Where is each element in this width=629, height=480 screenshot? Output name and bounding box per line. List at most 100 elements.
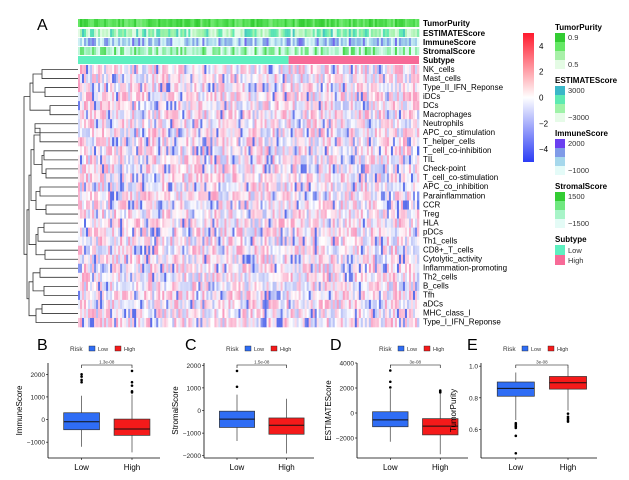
heatmap-cell <box>116 65 119 75</box>
annotation-cell <box>280 19 283 27</box>
heatmap-cell <box>270 92 273 102</box>
heatmap-cell <box>346 119 350 129</box>
heatmap-cell <box>124 200 127 210</box>
heatmap-cell <box>328 101 332 111</box>
heatmap-cell <box>374 218 378 228</box>
heatmap-cell <box>120 182 123 192</box>
heatmap-cell <box>264 272 267 283</box>
annotation-cell <box>82 29 85 37</box>
heatmap-cell <box>336 236 340 246</box>
annotation-cell <box>266 38 269 46</box>
annotation-cell <box>154 47 157 55</box>
heatmap-cell <box>202 200 205 210</box>
heatmap-cell <box>266 245 269 256</box>
annotation-cell <box>158 29 161 37</box>
heatmap-cell <box>182 200 185 210</box>
heatmap-cell <box>342 92 346 102</box>
annotation-cell <box>300 19 303 27</box>
heatmap-cell <box>360 128 364 138</box>
heatmap-cell <box>262 83 265 93</box>
heatmap-cell <box>90 227 93 237</box>
heatmap-cell <box>356 146 360 156</box>
heatmap-cell <box>250 245 253 256</box>
heatmap-cell <box>276 110 279 120</box>
annotation-cell <box>188 38 191 46</box>
heatmap-cell <box>282 119 285 129</box>
heatmap-cell <box>292 182 295 192</box>
heatmap-cell <box>244 128 247 138</box>
annotation-cell <box>150 47 153 55</box>
heatmap-cell <box>338 218 342 228</box>
heatmap-cell <box>170 245 173 256</box>
heatmap-cell <box>118 254 121 265</box>
heatmap-cell <box>362 65 366 75</box>
heatmap-cell <box>186 200 189 210</box>
heatmap-cell <box>380 245 384 256</box>
annotation-cell <box>252 19 255 27</box>
heatmap-cell <box>188 272 191 283</box>
heatmap-cell <box>118 191 121 201</box>
heatmap-cell <box>164 254 167 265</box>
heatmap-cell <box>82 92 85 102</box>
heatmap-cell <box>182 65 185 75</box>
heatmap-cell <box>194 146 197 156</box>
heatmap-cell <box>406 101 410 111</box>
heatmap-cell <box>378 101 382 111</box>
heatmap-cell <box>106 245 109 256</box>
heatmap-cell <box>378 254 382 265</box>
annotation-cell <box>234 47 237 55</box>
heatmap-cell <box>216 173 219 183</box>
heatmap-cell <box>110 254 113 265</box>
heatmap-cell <box>128 272 131 283</box>
heatmap-cell <box>282 164 285 174</box>
heatmap-cell <box>280 137 283 147</box>
heatmap-cell <box>388 65 392 75</box>
annotation-cell <box>94 38 97 46</box>
heatmap-cell <box>316 245 320 256</box>
heatmap-cell <box>252 245 255 256</box>
heatmap-cell <box>80 128 83 138</box>
annotation-cell <box>166 47 169 55</box>
heatmap-cell <box>182 110 185 120</box>
heatmap-cell <box>126 155 129 165</box>
heatmap-cell <box>216 119 219 129</box>
heatmap-cell <box>362 191 366 201</box>
heatmap-cell <box>294 128 297 138</box>
heatmap-cell <box>228 173 231 183</box>
heatmap-cell <box>200 209 203 219</box>
heatmap-cell <box>292 218 295 228</box>
heatmap-row <box>78 236 420 246</box>
heatmap-cell <box>270 272 273 283</box>
annotation-cell <box>274 29 277 37</box>
annotation-cell <box>340 19 344 27</box>
heatmap-cell <box>82 263 85 274</box>
annotation-cell <box>358 47 362 55</box>
heatmap-cell <box>382 155 386 165</box>
heatmap-cell <box>372 92 376 102</box>
heatmap-cell <box>104 218 107 228</box>
annotation-cell <box>116 38 119 46</box>
heatmap-cell <box>168 155 171 165</box>
heatmap-cell <box>248 254 251 265</box>
heatmap-cell <box>242 74 245 84</box>
heatmap-cell <box>400 164 404 174</box>
heatmap-cell <box>412 227 416 237</box>
heatmap-cell <box>246 101 249 111</box>
heatmap-cell <box>168 83 171 93</box>
heatmap-cell <box>194 245 197 256</box>
annotation-cell <box>132 19 135 27</box>
heatmap-cell <box>114 92 117 102</box>
heatmap-cell <box>224 164 227 174</box>
heatmap-cell <box>148 137 151 147</box>
heatmap-cell <box>88 155 91 165</box>
heatmap-cell <box>148 146 151 156</box>
heatmap-cell <box>360 119 364 129</box>
heatmap-cell <box>120 281 123 292</box>
heatmap-cell <box>236 155 239 165</box>
annotation-cell <box>192 19 195 27</box>
heatmap-cell <box>126 290 129 301</box>
heatmap-cell <box>90 164 93 174</box>
heatmap-cell <box>150 119 153 129</box>
annotation-cell <box>390 38 394 46</box>
heatmap-cell <box>364 164 368 174</box>
